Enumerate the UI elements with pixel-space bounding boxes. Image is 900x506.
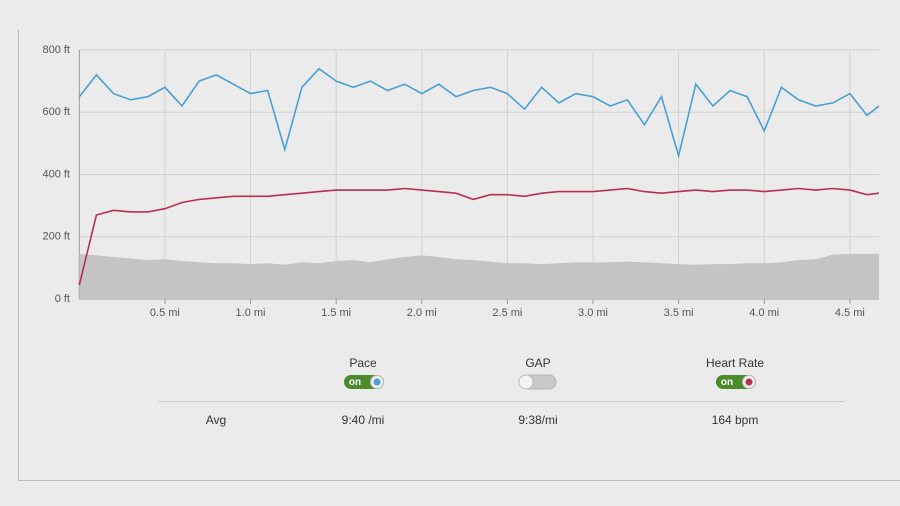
x-tick-label: 4.5 mi (835, 307, 865, 319)
summary-value: 164 bpm (712, 413, 759, 427)
summary-label: Avg (206, 413, 226, 427)
x-tick-label: 4.0 mi (749, 307, 779, 319)
y-tick-label: 600 ft (42, 106, 70, 118)
x-tick-label: 2.5 mi (492, 307, 522, 319)
x-tick-label: 1.0 mi (236, 307, 266, 319)
y-tick-label: 0 ft (55, 293, 70, 305)
y-tick-label: 800 ft (42, 44, 70, 56)
toggle-dot (745, 378, 753, 386)
toggle-label: Heart Rate (706, 356, 764, 370)
toggle-state: on (721, 377, 733, 388)
summary-value: 9:40 /mi (342, 413, 385, 427)
x-tick-label: 2.0 mi (407, 307, 437, 319)
x-tick-label: 3.0 mi (578, 307, 608, 319)
toggle-state: on (349, 377, 361, 388)
x-tick-label: 3.5 mi (664, 307, 694, 319)
x-tick-label: 0.5 mi (150, 307, 180, 319)
toggle-dot (373, 378, 381, 386)
toggle-label: Pace (349, 356, 377, 370)
series-line (78, 67, 880, 159)
toggle-knob (518, 374, 534, 390)
y-tick-label: 400 ft (42, 168, 70, 180)
toggle-label: GAP (525, 356, 550, 370)
x-tick-label: 1.5 mi (321, 307, 351, 319)
elevation-area (79, 253, 880, 299)
y-tick-label: 200 ft (42, 231, 70, 243)
series-line (78, 187, 880, 286)
summary-value: 9:38/mi (518, 413, 557, 427)
